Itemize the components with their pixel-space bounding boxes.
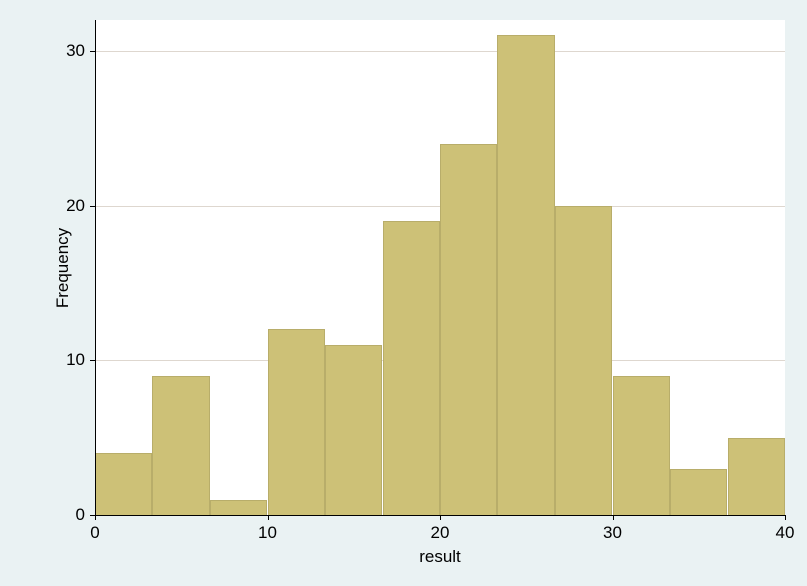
histogram-bar	[325, 345, 383, 515]
y-tick-label: 0	[45, 505, 95, 525]
x-tick-label: 0	[90, 515, 99, 543]
histogram-bar	[728, 438, 785, 515]
histogram-bar	[497, 35, 555, 515]
x-tick-label: 30	[603, 515, 622, 543]
x-axis-label: result	[95, 547, 785, 567]
y-tick-label: 10	[45, 350, 95, 370]
x-tick-label: 40	[776, 515, 795, 543]
y-axis-line	[95, 20, 96, 515]
histogram-bar	[152, 376, 210, 515]
histogram-bar	[383, 221, 440, 515]
x-tick-label: 20	[431, 515, 450, 543]
histogram-bar	[613, 376, 670, 515]
gridline	[95, 51, 785, 52]
histogram-bar	[95, 453, 152, 515]
histogram-chart: 0102030010203040 Frequency result	[0, 0, 807, 586]
histogram-bar	[210, 500, 267, 515]
x-tick-label: 10	[258, 515, 277, 543]
y-axis-label: Frequency	[53, 227, 73, 307]
plot-area: 0102030010203040	[95, 20, 785, 515]
y-tick-label: 20	[45, 196, 95, 216]
histogram-bar	[440, 144, 497, 515]
y-tick-label: 30	[45, 41, 95, 61]
histogram-bar	[268, 329, 325, 515]
histogram-bar	[670, 469, 728, 515]
histogram-bar	[555, 206, 612, 515]
